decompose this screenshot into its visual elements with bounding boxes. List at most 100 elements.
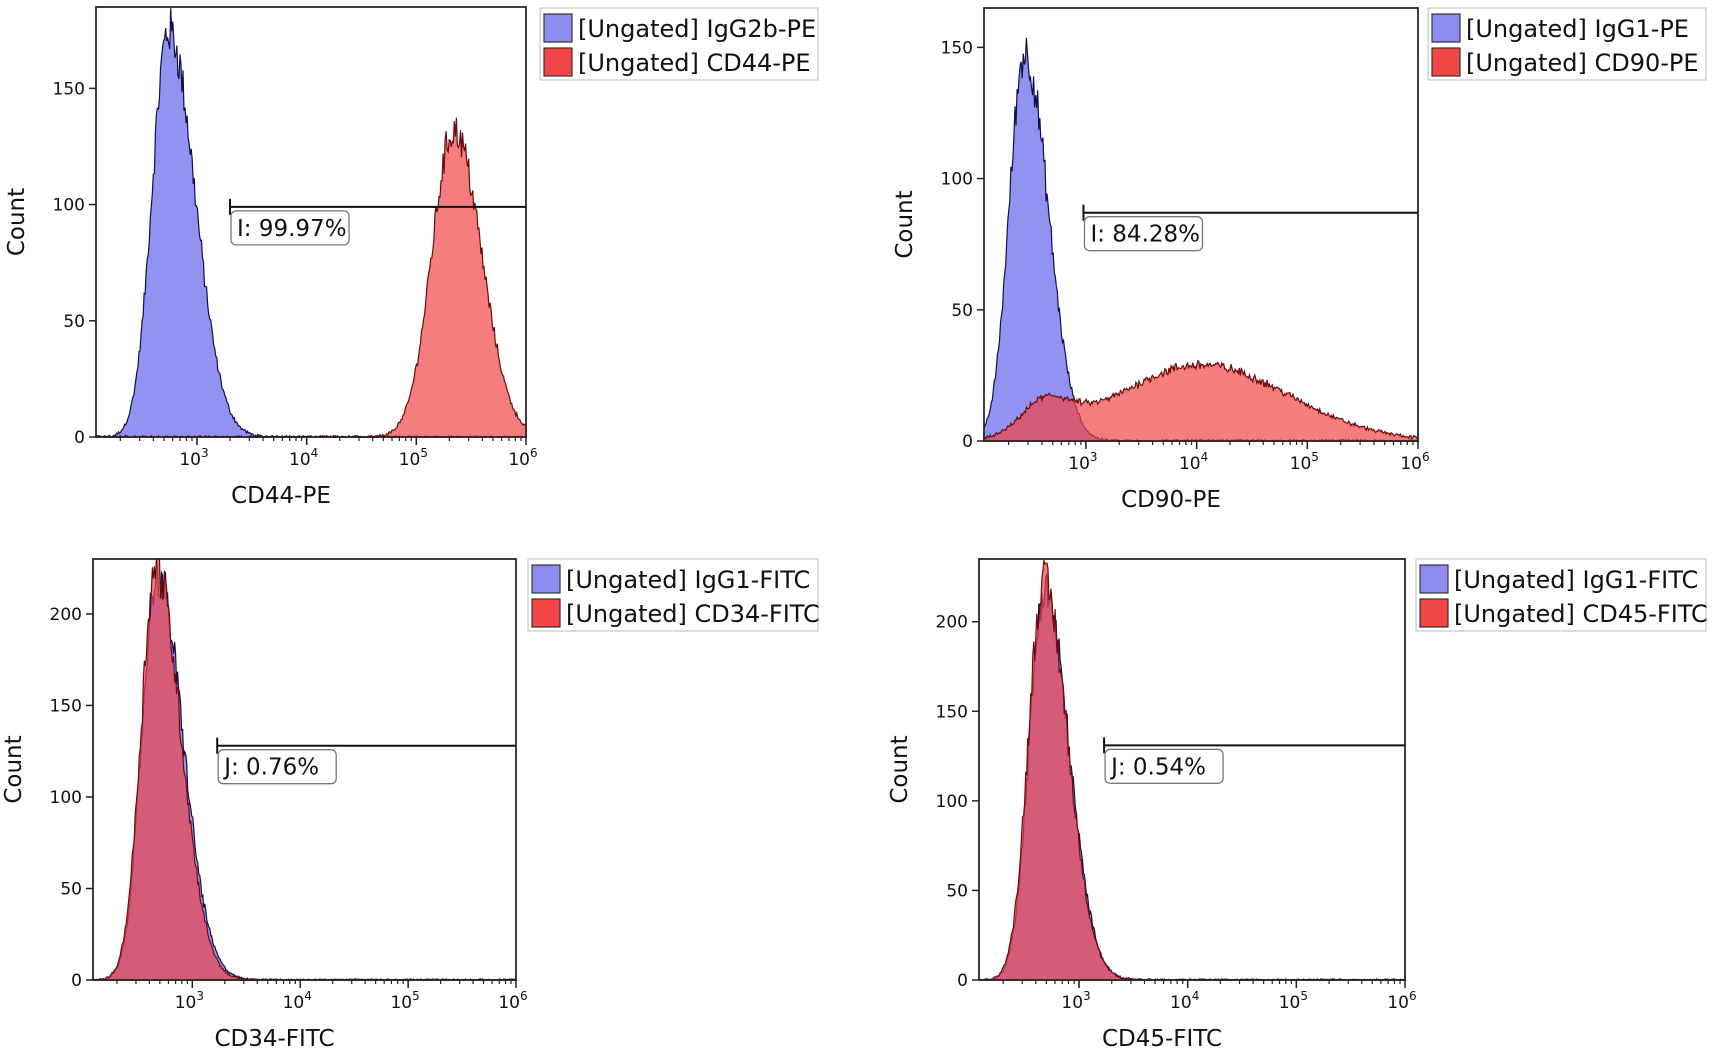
- gate-label-box: [1104, 748, 1224, 784]
- x-tick-label: 106: [498, 989, 527, 1013]
- legend: [Ungated] IgG1-PE [Ungated] CD90-PE: [1427, 7, 1707, 81]
- legend-entry-label: [Ungated] IgG1-FITC: [1454, 566, 1698, 594]
- x-tick-label: 106: [1400, 450, 1429, 474]
- gate-label-box: [230, 210, 350, 246]
- x-tick-base: 10: [498, 993, 520, 1013]
- gate-label: J: 0.54%: [1109, 754, 1206, 780]
- y-tick-label: 100: [53, 196, 85, 216]
- x-axis-label: CD34-FITC: [214, 1026, 334, 1052]
- x-tick-base: 10: [175, 993, 197, 1013]
- x-tick-exponent: 6: [520, 989, 528, 1003]
- x-tick-exponent: 5: [412, 989, 420, 1003]
- x-tick-base: 10: [179, 450, 201, 470]
- x-tick-label: 103: [1068, 450, 1097, 474]
- x-tick-label: 103: [179, 446, 208, 470]
- x-tick-exponent: 6: [1409, 989, 1417, 1003]
- x-tick-exponent: 5: [420, 446, 428, 460]
- legend: [Ungated] IgG1-FITC [Ungated] CD45-FITC: [1415, 558, 1708, 632]
- y-tick-label: 150: [936, 702, 968, 722]
- y-tick-label: 200: [50, 605, 82, 625]
- x-tick-exponent: 4: [311, 446, 319, 460]
- legend-entry-label: [Ungated] IgG1-PE: [1466, 15, 1689, 43]
- legend-swatch: [1419, 598, 1449, 628]
- x-tick-label: 105: [1290, 450, 1319, 474]
- legend-swatch: [1419, 564, 1449, 594]
- y-tick-label: 0: [962, 432, 973, 452]
- x-tick-base: 10: [399, 450, 421, 470]
- y-tick-label: 100: [50, 788, 82, 808]
- plot-border: [978, 558, 1406, 981]
- x-tick-base: 10: [283, 993, 305, 1013]
- x-tick-exponent: 6: [1422, 450, 1430, 464]
- x-tick-exponent: 3: [1090, 450, 1098, 464]
- x-tick-base: 10: [1290, 454, 1312, 474]
- x-tick-base: 10: [1179, 454, 1201, 474]
- x-tick-label: 105: [390, 989, 419, 1013]
- x-tick-label: 103: [175, 989, 204, 1013]
- legend-swatch: [543, 47, 573, 77]
- legend: [Ungated] IgG2b-PE [Ungated] CD44-PE: [539, 7, 819, 81]
- x-tick-label: 104: [1179, 450, 1208, 474]
- legend-swatch: [543, 13, 573, 43]
- x-tick-base: 10: [289, 450, 311, 470]
- plot-border: [983, 7, 1419, 442]
- y-tick-label: 200: [936, 613, 968, 633]
- y-tick-label: 50: [951, 301, 973, 321]
- gate-label-box: [217, 749, 337, 785]
- legend-frame: [527, 558, 819, 632]
- legend-entry-label: [Ungated] IgG1-FITC: [566, 566, 810, 594]
- x-tick-exponent: 5: [1311, 450, 1319, 464]
- y-axis-label: Count: [892, 190, 918, 258]
- x-tick-base: 10: [1068, 454, 1090, 474]
- y-tick-label: 0: [71, 971, 82, 991]
- x-tick-label: 103: [1061, 989, 1090, 1013]
- gate-label-box: [1083, 216, 1204, 252]
- x-axis-label: CD45-FITC: [1102, 1026, 1222, 1052]
- x-tick-base: 10: [390, 993, 412, 1013]
- x-tick-base: 10: [1170, 993, 1192, 1013]
- y-axis-label: Count: [1, 735, 27, 803]
- legend-entry-label: [Ungated] CD45-FITC: [1454, 600, 1708, 628]
- x-tick-base: 10: [508, 450, 530, 470]
- legend-swatch: [1431, 13, 1461, 43]
- legend-swatch: [531, 564, 561, 594]
- plot-border: [92, 558, 517, 981]
- x-tick-base: 10: [1387, 993, 1409, 1013]
- legend-entry-label: [Ungated] IgG2b-PE: [578, 15, 816, 43]
- x-tick-label: 106: [1387, 989, 1416, 1013]
- x-tick-label: 104: [1170, 989, 1199, 1013]
- y-tick-label: 150: [50, 696, 82, 716]
- legend-frame: [1427, 7, 1707, 81]
- y-tick-label: 50: [63, 312, 85, 332]
- x-tick-exponent: 4: [1201, 450, 1209, 464]
- x-tick-label: 105: [1279, 989, 1308, 1013]
- y-tick-label: 100: [936, 792, 968, 812]
- legend-entry-label: [Ungated] CD34-FITC: [566, 600, 820, 628]
- x-tick-label: 105: [399, 446, 428, 470]
- y-tick-label: 150: [941, 38, 973, 58]
- x-tick-exponent: 5: [1300, 989, 1308, 1003]
- y-axis-label: Count: [4, 188, 30, 256]
- x-axis-label: CD90-PE: [1121, 487, 1221, 513]
- x-tick-exponent: 6: [530, 446, 538, 460]
- x-tick-base: 10: [1279, 993, 1301, 1013]
- plot-border: [95, 6, 527, 438]
- y-tick-label: 150: [53, 79, 85, 99]
- y-tick-label: 0: [957, 971, 968, 991]
- legend-entry-label: [Ungated] CD44-PE: [578, 49, 811, 77]
- y-tick-label: 50: [60, 879, 82, 899]
- x-tick-base: 10: [1400, 454, 1422, 474]
- gate-label: I: 84.28%: [1090, 222, 1200, 248]
- histogram-ungated-cd90-pe: [983, 359, 1419, 442]
- x-tick-label: 106: [508, 446, 537, 470]
- gate-label: I: 99.97%: [237, 216, 347, 242]
- y-tick-label: 50: [946, 881, 968, 901]
- legend-frame: [539, 7, 819, 81]
- legend-swatch: [531, 598, 561, 628]
- x-tick-base: 10: [1061, 993, 1083, 1013]
